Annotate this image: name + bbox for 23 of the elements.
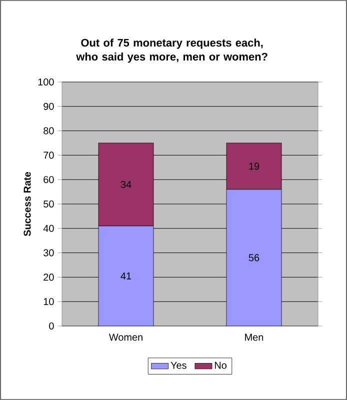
y-axis-title: Success Rate [24,172,31,236]
y-tick-label: 0 [49,322,54,330]
y-tick-label: 100 [38,78,54,86]
data-label: 41 [120,272,132,280]
legend-label: No [214,362,226,369]
chart-title: Out of 75 monetary requests each, who said yes more, men or women? [76,38,268,63]
x-tick-label: Women [108,334,142,341]
x-tick-label: Men [245,334,264,341]
y-tick-label: 80 [44,127,54,134]
bar [98,226,154,326]
data-label: 56 [248,254,260,262]
legend-label: Yes [170,362,186,369]
data-label: 19 [249,162,260,170]
y-tick-label: 20 [44,274,54,281]
y-tick-label: 40 [43,224,54,232]
y-tick-label: 60 [44,176,54,184]
y-tick-label: 90 [44,102,54,110]
bar [226,189,282,326]
y-tick-label: 70 [44,152,54,159]
data-label: 34 [120,180,132,188]
y-tick-label: 50 [44,200,54,208]
y-tick-label: 10 [44,298,54,306]
y-tick-label: 30 [44,249,54,256]
